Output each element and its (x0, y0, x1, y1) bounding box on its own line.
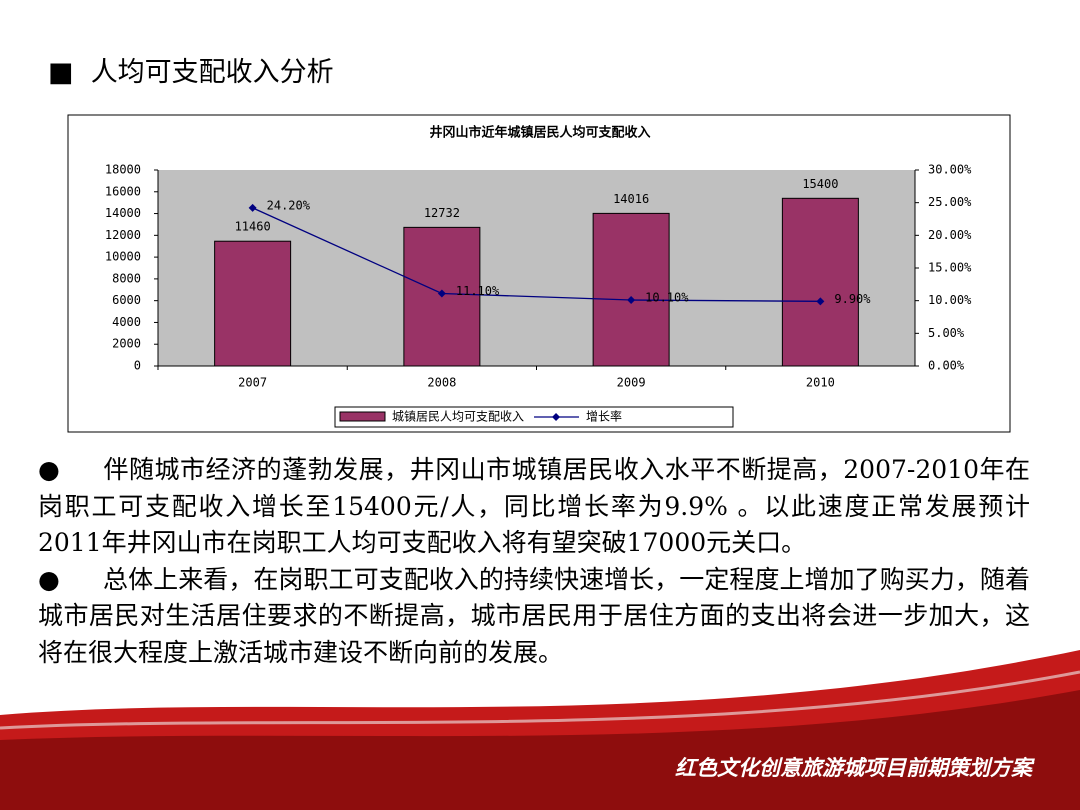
bar-value-label: 14016 (613, 192, 649, 206)
y-tick-label: 16000 (105, 184, 141, 198)
line-marker (627, 296, 636, 305)
wave-highlight (0, 670, 1080, 730)
bar (214, 240, 292, 367)
footer: 红色文化创意旅游城项目前期策划方案 (675, 756, 1032, 780)
y-tick-label: 18000 (105, 163, 141, 177)
heading-text: 人均可支配收入分析 (90, 57, 334, 88)
red-wave-dark (0, 690, 1080, 810)
y-tick-label: 6000 (112, 293, 141, 307)
y-tick-label: 0 (134, 359, 141, 373)
line-value-label: 24.20% (267, 198, 311, 212)
paragraph: ● 伴随城市经济的蓬勃发展，井冈山市城镇居民收入水平不断提高，2007-2010年… (38, 455, 1030, 557)
y-tick-label: 4000 (112, 315, 141, 329)
y2-tick-label: 5.00% (928, 326, 965, 340)
bar (781, 197, 859, 367)
chart-title: 井冈山市近年城镇居民人均可支配收入 (429, 125, 650, 141)
chart: 井冈山市近年城镇居民人均可支配收入 0 2000 4000 6000 8000 10000… (67, 114, 1011, 433)
legend-label: 增长率 (586, 409, 622, 424)
y-tick-label: 10000 (105, 250, 141, 264)
paragraph-text: 伴随城市经济的蓬勃发展，井冈山市城镇居民收入水平不断提高，2007-2010年在… (38, 455, 1030, 557)
y2-tick-label: 15.00% (928, 261, 972, 275)
legend-box (334, 406, 734, 428)
y-tick-label: 8000 (112, 271, 141, 285)
paragraph: ● 总体上来看，在岗职工可支配收入的持续快速增长，一定程度上增加了购买力，随着城市… (38, 564, 1030, 667)
y2-tick-label: 25.00% (928, 195, 972, 209)
legend-marker (552, 413, 561, 421)
legend-label: 城镇居民人均可支配收入 (392, 410, 524, 424)
bar-value-label: 12732 (424, 206, 460, 220)
line-value-label: 10.10% (645, 291, 689, 305)
x-tick-label: 2010 (806, 376, 835, 390)
x-tick-label: 2007 (238, 376, 267, 390)
line-value-label: 11.10% (456, 284, 500, 298)
bar-value-label: 15400 (802, 177, 838, 191)
line (252, 207, 821, 302)
body-text: ● 伴随城市经济的蓬勃发展，井冈山市城镇居民收入水平不断提高，2007-2010年… (38, 452, 1030, 671)
legend-swatch (339, 411, 386, 422)
y2-tick-label: 20.00% (928, 228, 972, 242)
line-marker (248, 203, 257, 212)
line-marker (816, 297, 825, 306)
y-tick-label: 2000 (112, 337, 141, 351)
paragraph-text: 总体上来看，在岗职工可支配收入的持续快速增长，一定程度上增加了购买力，随着城市居… (38, 564, 1030, 667)
y2-tick-label: 0.00% (928, 359, 965, 373)
bar (592, 212, 670, 367)
x-tick-label: 2009 (617, 376, 646, 390)
y2-tick-label: 10.00% (928, 293, 972, 307)
x-tick-label: 2008 (427, 376, 456, 390)
heading: ■ 人均可支配收入分析 (48, 57, 334, 88)
line-marker (437, 289, 446, 298)
y-tick-label: 14000 (105, 206, 141, 220)
y2-tick-label: 30.00% (928, 163, 972, 177)
y-tick-label: 12000 (105, 228, 141, 242)
line-value-label: 9.90% (834, 292, 871, 306)
bar-value-label: 11460 (235, 220, 271, 234)
